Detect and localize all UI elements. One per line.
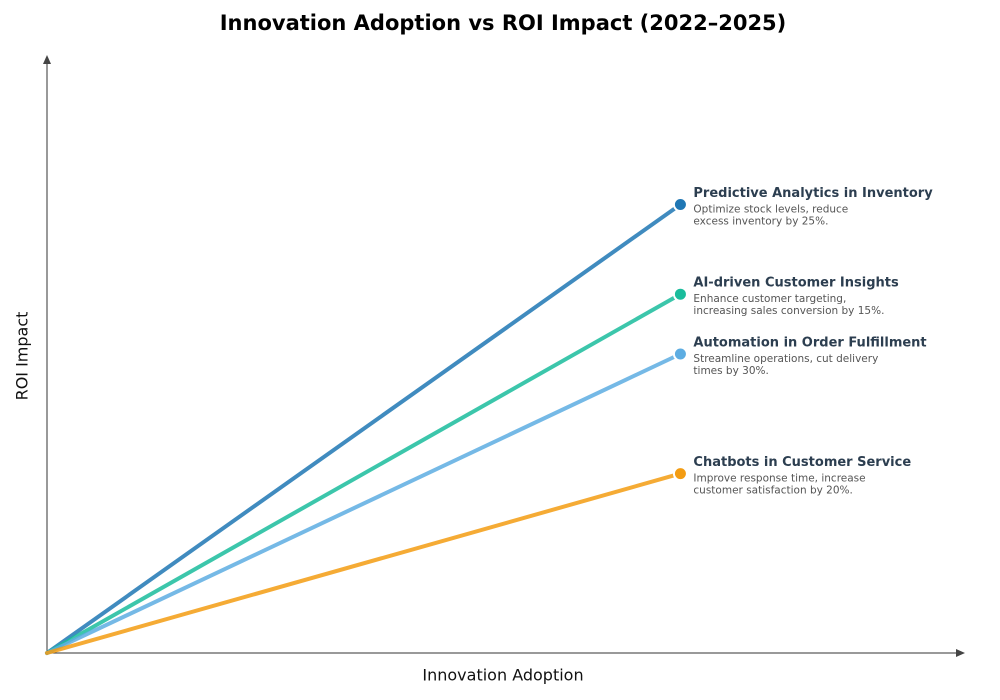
series-description: Streamline operations, cut delivery — [693, 353, 878, 365]
series-description: excess inventory by 25%. — [693, 216, 828, 228]
end-point — [672, 466, 688, 482]
series-description: times by 30%. — [693, 365, 768, 377]
series-line — [45, 471, 683, 655]
series-name: Chatbots in Customer Service — [693, 455, 911, 470]
y-axis-label: ROI Impact — [13, 312, 32, 401]
end-point — [672, 286, 688, 302]
series-line — [45, 352, 683, 655]
series-line — [45, 292, 683, 655]
series-description: Improve response time, increase — [693, 473, 865, 485]
series-line — [45, 202, 683, 655]
end-point — [672, 197, 688, 212]
end-point — [672, 346, 688, 362]
series-name: Automation in Order Fulfillment — [693, 336, 926, 351]
series-description: Optimize stock levels, reduce — [693, 204, 848, 216]
series-name: Predictive Analytics in Inventory — [693, 186, 933, 201]
x-axis-label: Innovation Adoption — [422, 666, 583, 685]
series-description: increasing sales conversion by 15%. — [693, 305, 884, 317]
x-axis-arrow — [956, 649, 965, 657]
y-axis-arrow — [43, 55, 51, 64]
series-name: AI-driven Customer Insights — [693, 276, 899, 291]
series-description: Enhance customer targeting, — [693, 293, 846, 305]
series-description: customer satisfaction by 20%. — [693, 485, 852, 497]
chart-title: Innovation Adoption vs ROI Impact (2022–… — [220, 11, 787, 35]
